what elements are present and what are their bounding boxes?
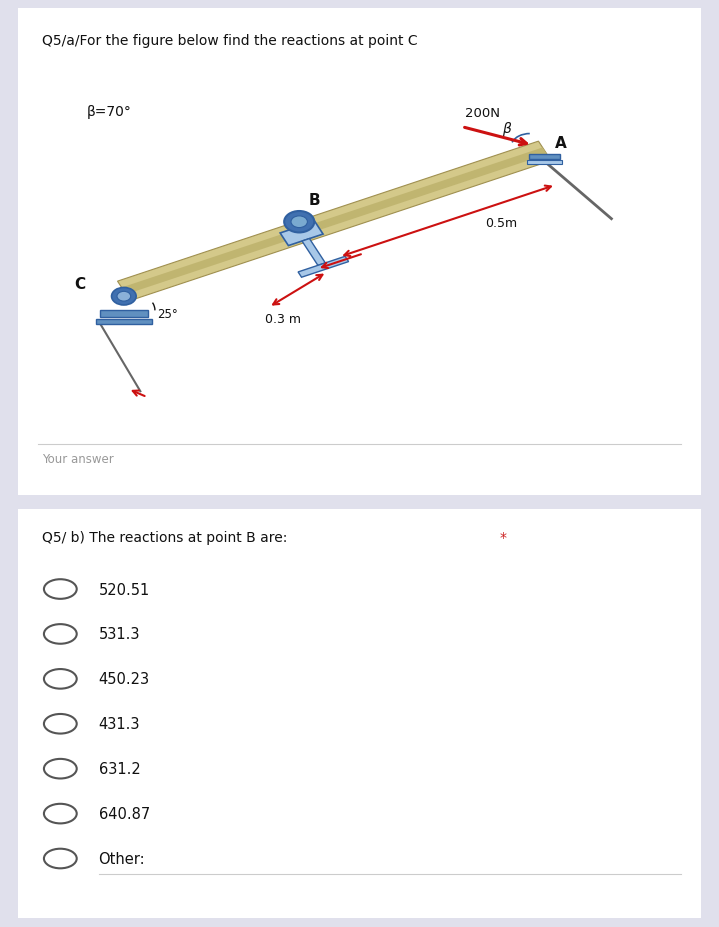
Text: 450.23: 450.23 [99,672,150,687]
Circle shape [44,625,77,644]
Text: Your answer: Your answer [42,453,114,466]
Bar [527,161,562,165]
Polygon shape [122,148,547,295]
Circle shape [44,849,77,869]
Text: 200N: 200N [465,107,500,120]
Polygon shape [298,257,349,278]
Circle shape [44,669,77,689]
Text: C: C [75,277,86,292]
Text: Other:: Other: [99,851,145,866]
Text: B: B [309,193,321,208]
Bar [96,319,152,324]
Circle shape [44,759,77,779]
Circle shape [44,804,77,823]
Circle shape [44,714,77,734]
Polygon shape [302,239,325,266]
Text: 631.2: 631.2 [99,761,140,776]
Circle shape [44,579,77,599]
Circle shape [111,288,136,306]
Text: Q5/ b) The reactions at point B are:: Q5/ b) The reactions at point B are: [42,530,288,544]
Text: 531.3: 531.3 [99,627,140,641]
Text: 0.3 m: 0.3 m [265,312,301,325]
Text: 0.5m: 0.5m [485,216,517,230]
Bar [529,155,560,160]
Bar [100,311,148,318]
Text: β=70°: β=70° [86,106,131,120]
Text: 25°: 25° [157,308,178,321]
Circle shape [117,292,131,302]
Circle shape [284,211,314,234]
Text: A: A [555,135,567,151]
Text: 520.51: 520.51 [99,582,150,597]
Text: *: * [500,530,506,544]
Circle shape [291,217,308,228]
Text: Q5/a/For the figure below find the reactions at point C: Q5/a/For the figure below find the react… [42,33,418,47]
FancyBboxPatch shape [14,508,705,920]
FancyBboxPatch shape [14,6,705,499]
Polygon shape [117,142,551,301]
Text: 431.3: 431.3 [99,717,140,731]
Polygon shape [280,222,323,247]
Text: 640.87: 640.87 [99,806,150,821]
Text: β: β [503,122,511,136]
